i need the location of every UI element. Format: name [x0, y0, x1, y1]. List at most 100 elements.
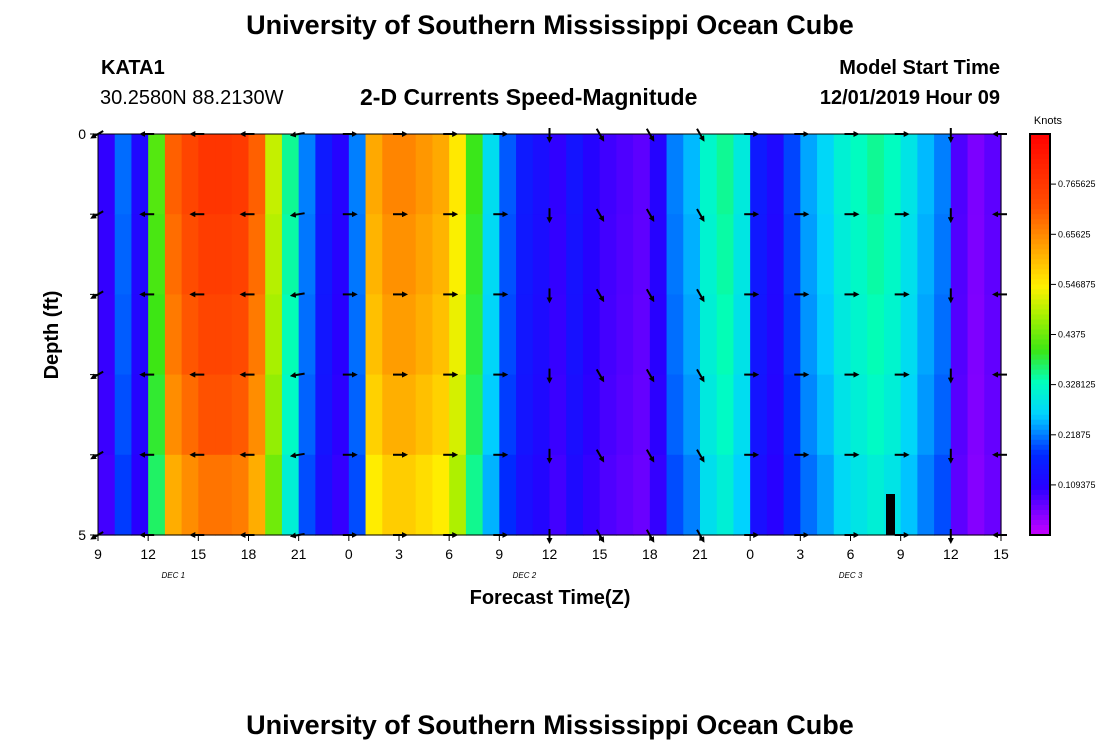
colorbar-unit: Knots [1034, 115, 1063, 127]
colorbar-segment [1030, 319, 1050, 326]
heat-cell [114, 374, 133, 456]
heat-cell [499, 374, 517, 456]
chart-subtitle: 2-D Currents Speed-Magnitude [360, 84, 698, 110]
x-tick-label: 3 [796, 546, 804, 562]
heat-cell [482, 134, 500, 215]
heat-cell [148, 294, 166, 376]
heat-cell [131, 134, 149, 215]
colorbar-segment [1030, 419, 1050, 426]
heat-cell [432, 374, 450, 456]
heat-cell [984, 134, 1002, 215]
colorbar-segment [1030, 359, 1050, 366]
colorbar-tick-label: 0.4375 [1058, 330, 1086, 340]
heat-cell [298, 374, 316, 456]
heat-cell [817, 454, 835, 536]
heat-cell [750, 214, 768, 295]
heat-cell [566, 134, 584, 215]
heat-cell [499, 214, 517, 295]
colorbar-segment [1030, 494, 1050, 501]
heat-cell [582, 294, 601, 376]
heat-cell [683, 454, 701, 536]
heat-cell [766, 134, 785, 215]
colorbar-segment [1030, 389, 1050, 396]
heat-cell [315, 454, 333, 536]
heat-cell [700, 294, 718, 376]
heat-cell [482, 294, 500, 376]
colorbar-segment [1030, 304, 1050, 311]
colorbar-segment [1030, 439, 1050, 446]
heat-cell [164, 214, 183, 295]
heat-cell [532, 454, 551, 536]
heat-cell [365, 294, 383, 376]
y-tick-label: 0 [78, 126, 86, 142]
x-tick-label: 6 [445, 546, 453, 562]
heat-cell [114, 454, 133, 536]
colorbar-segment [1030, 289, 1050, 295]
heat-cell [415, 454, 434, 536]
current-arrow [289, 372, 305, 379]
heat-cell [265, 214, 283, 295]
heat-cell [181, 454, 199, 536]
heat-cell [315, 374, 333, 456]
heat-cell [700, 134, 718, 215]
colorbar-segment [1030, 279, 1050, 285]
heat-cell [298, 454, 316, 536]
heat-cell [231, 214, 250, 295]
heat-cell [516, 214, 534, 295]
colorbar-segment [1030, 259, 1050, 265]
heat-cell [700, 214, 718, 295]
colorbar-segment [1030, 479, 1050, 486]
colorbar-segment [1030, 264, 1050, 270]
colorbar-segment [1030, 329, 1050, 336]
colorbar-segment [1030, 424, 1050, 431]
heat-cell [399, 294, 417, 376]
heat-cell [148, 214, 166, 295]
heat-cell [683, 214, 701, 295]
colorbar-tick-label: 0.109375 [1058, 480, 1096, 490]
heat-cell [984, 294, 1002, 376]
x-tick-label: 9 [897, 546, 905, 562]
heat-cell [817, 214, 835, 295]
heat-cell [883, 374, 902, 456]
heat-cell [566, 454, 584, 536]
heat-cell [700, 374, 718, 456]
colorbar-segment [1030, 474, 1050, 481]
heat-cell [164, 454, 183, 536]
heat-cell [917, 134, 935, 215]
current-arrow [595, 208, 605, 222]
colorbar-segment [1030, 369, 1050, 376]
current-arrow [696, 288, 705, 303]
x-tick-label: 12 [140, 546, 156, 562]
colorbar-segment [1030, 499, 1050, 506]
current-arrow [645, 449, 655, 463]
heat-cell [98, 214, 116, 295]
heat-cell [499, 294, 517, 376]
heat-cell [164, 374, 183, 456]
x-tick-label: 0 [746, 546, 754, 562]
heat-cell [131, 454, 149, 536]
colorbar-segment [1030, 274, 1050, 280]
colorbar-segment [1030, 139, 1050, 145]
heat-cell [599, 214, 617, 295]
heat-cell [382, 214, 400, 295]
colorbar-segment [1030, 234, 1050, 240]
colorbar-segment [1030, 469, 1050, 476]
colorbar-segment [1030, 414, 1050, 421]
heat-cell [131, 374, 149, 456]
colorbar-segment [1030, 184, 1050, 190]
x-tick-label: 9 [495, 546, 503, 562]
heat-cell [633, 134, 651, 215]
heat-cell [365, 454, 383, 536]
date-label: DEC 3 [839, 571, 863, 580]
colorbar-segment [1030, 209, 1050, 215]
heat-cell [633, 294, 651, 376]
heat-cell [365, 134, 383, 215]
x-tick-label: 0 [345, 546, 353, 562]
heat-cell [716, 134, 735, 215]
heat-cell [465, 374, 484, 456]
heat-cell [415, 134, 434, 215]
heat-cell [783, 454, 801, 536]
colorbar-segment [1030, 379, 1050, 386]
heat-cell [967, 454, 985, 536]
